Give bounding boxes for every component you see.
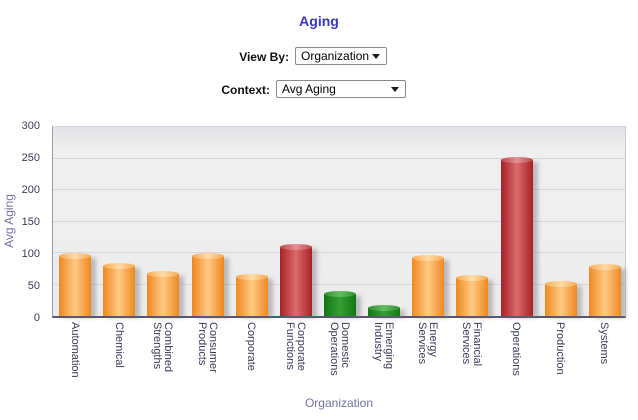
x-axis-category-label: Operations	[510, 322, 523, 376]
bar-systems[interactable]	[588, 263, 621, 316]
context-label: Context:	[221, 83, 270, 97]
bar-top-cap	[456, 275, 489, 282]
y-axis-tick-label: 150	[21, 216, 40, 228]
bar-consumer-products[interactable]	[191, 252, 224, 316]
bar-chemical[interactable]	[103, 262, 136, 316]
gridline	[53, 189, 625, 190]
gridline	[53, 220, 625, 222]
bar-top-cap	[500, 156, 533, 163]
y-axis-tick-label: 0	[33, 312, 40, 324]
bar-domestic-operations[interactable]	[324, 290, 356, 316]
chevron-down-icon[interactable]	[372, 53, 380, 59]
gridline	[53, 157, 625, 159]
bar-top-cap	[368, 304, 401, 311]
view-by-dropdown[interactable]: Organization	[295, 47, 387, 65]
bar-top-cap	[279, 244, 312, 251]
x-axis-labels: Automation Chemical Combined Strengths Cons…	[52, 322, 626, 396]
x-axis-title: Organization	[304, 396, 374, 410]
bar-top-cap	[191, 252, 224, 259]
x-axis-category-label: Consumer Products	[195, 322, 219, 373]
view-by-label: View By:	[239, 50, 289, 64]
x-axis-category-label: Production	[554, 322, 567, 375]
x-axis-category-label: Financial Services	[460, 322, 484, 367]
x-axis-category-label: Domestic Operations	[328, 322, 351, 376]
bar-operations[interactable]	[500, 156, 533, 316]
gridline	[53, 252, 625, 253]
y-axis-tick-label: 300	[21, 120, 40, 132]
page-title: Aging	[299, 13, 339, 29]
x-axis-category-label: Automation	[68, 322, 81, 378]
gridline	[53, 126, 625, 127]
bar-corporate-functions[interactable]	[279, 244, 312, 316]
y-axis-tick-label: 250	[21, 152, 40, 164]
bar-corporate[interactable]	[235, 273, 268, 316]
bar-financial-services[interactable]	[456, 275, 489, 316]
bar-combined-strengths[interactable]	[147, 270, 180, 316]
bar-top-cap	[588, 263, 621, 270]
bar-top-cap	[147, 270, 180, 277]
bar-top-cap	[235, 273, 268, 280]
x-axis-category-label: Corporate Functions	[283, 322, 307, 371]
x-axis-category-label: Chemical	[112, 322, 125, 368]
x-axis-category-label: Combined Strengths	[151, 322, 175, 373]
y-axis-ticks: 0 50 100 150 200 250 300	[0, 120, 46, 324]
y-axis-tick-label: 100	[21, 248, 40, 260]
context-selected-value: Avg Aging	[282, 82, 336, 96]
x-axis-category-label: Energy Services	[416, 322, 440, 365]
x-axis-category-label: Systems	[598, 322, 611, 365]
x-axis-category-label: Corporate	[245, 322, 258, 371]
bar-automation[interactable]	[59, 253, 92, 316]
bar-emerging-industry[interactable]	[368, 304, 401, 316]
bar-energy-services[interactable]	[412, 255, 445, 316]
y-axis-tick-label: 200	[21, 184, 40, 196]
bar-production[interactable]	[544, 280, 577, 316]
context-dropdown[interactable]: Avg Aging	[276, 80, 406, 98]
plot-area	[52, 126, 626, 318]
view-by-selected-value: Organization	[301, 49, 370, 63]
x-axis-category-label: Emerging Industry	[372, 322, 396, 370]
chevron-down-icon[interactable]	[391, 86, 399, 92]
bar-top-cap	[324, 290, 356, 297]
bar-top-cap	[59, 253, 92, 260]
gridline	[53, 283, 625, 285]
bar-top-cap	[103, 262, 136, 269]
bar-top-cap	[412, 255, 445, 262]
y-axis-tick-label: 50	[27, 280, 40, 292]
bar-top-cap	[544, 280, 577, 287]
